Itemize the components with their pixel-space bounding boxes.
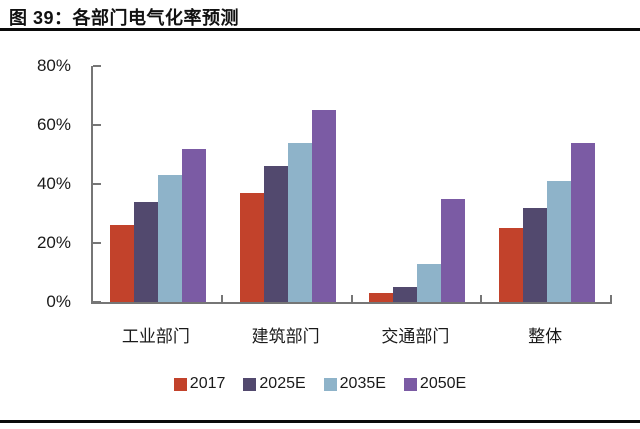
y-axis-labels: 0% 20% 40% 60% 80% xyxy=(0,56,80,311)
legend-item-2035E: 2035E xyxy=(323,375,386,393)
legend-label: 2035E xyxy=(339,375,386,392)
x-axis-labels: 工业部门 建筑部门 交通部门 整体 xyxy=(91,322,610,347)
bottom-rule xyxy=(0,420,640,423)
legend-label: 2025E xyxy=(259,375,306,392)
x-tick-mark xyxy=(220,295,223,302)
legend-label: 2017 xyxy=(189,375,226,392)
x-category-label: 交通部门 xyxy=(381,327,450,346)
legend-swatch-icon xyxy=(173,377,187,391)
bar-group-4 xyxy=(482,66,612,302)
legend-swatch-icon xyxy=(323,377,337,391)
x-category-label: 建筑部门 xyxy=(251,327,320,346)
x-tick-mark xyxy=(610,295,612,302)
x-category-label: 整体 xyxy=(528,327,563,346)
x-tick-mark xyxy=(350,295,353,302)
y-tick-mark xyxy=(93,301,101,303)
bar-2050E-工业部门 xyxy=(181,148,206,302)
legend-item-2050E: 2050E xyxy=(403,375,467,393)
bar-2017-整体 xyxy=(499,228,524,302)
bar-group-1 xyxy=(93,66,223,302)
y-tick-mark xyxy=(93,124,101,126)
bar-group-3 xyxy=(353,66,483,302)
legend-item-2025E: 2025E xyxy=(243,375,306,393)
y-tick-label: 40% xyxy=(36,174,71,193)
x-category-label: 工业部门 xyxy=(121,327,190,346)
bar-2017-建筑部门 xyxy=(239,192,264,302)
bar-2025E-建筑部门 xyxy=(263,166,288,302)
bar-2025E-工业部门 xyxy=(133,201,158,302)
legend-swatch-icon xyxy=(403,377,417,391)
bar-2035E-交通部门 xyxy=(417,263,442,302)
bar-2035E-整体 xyxy=(547,181,572,302)
figure-title-bar: 图 39：各部门电气化率预测 xyxy=(0,0,640,31)
bar-2017-交通部门 xyxy=(369,293,394,302)
legend-item-2017: 2017 xyxy=(173,375,226,393)
bar-groups xyxy=(93,66,612,302)
legend-label: 2050E xyxy=(419,375,467,392)
bar-group-2 xyxy=(223,66,353,302)
y-tick-label: 0% xyxy=(46,292,71,311)
bar-2025E-交通部门 xyxy=(393,287,418,302)
y-tick-mark xyxy=(93,65,101,67)
bar-2025E-整体 xyxy=(523,207,548,302)
y-tick-mark xyxy=(93,183,101,185)
legend-swatch-icon xyxy=(243,377,257,391)
x-tick-mark xyxy=(480,295,483,302)
legend: 2017 2025E 2035E 2050E xyxy=(0,375,640,393)
y-tick-mark xyxy=(93,242,101,244)
bar-2050E-交通部门 xyxy=(441,198,466,302)
bar-2017-工业部门 xyxy=(109,225,134,302)
bar-2050E-建筑部门 xyxy=(311,110,336,302)
figure-title: 图 39：各部门电气化率预测 xyxy=(9,8,240,28)
bar-2035E-建筑部门 xyxy=(287,142,312,302)
y-tick-label: 60% xyxy=(36,115,71,134)
y-tick-label: 20% xyxy=(36,233,71,252)
bar-2050E-整体 xyxy=(571,142,596,302)
plot-area xyxy=(91,65,612,304)
y-tick-label: 80% xyxy=(36,56,71,75)
bar-2035E-工业部门 xyxy=(157,175,182,302)
